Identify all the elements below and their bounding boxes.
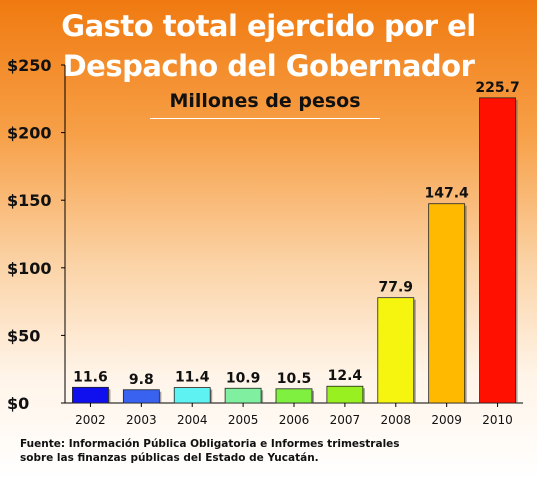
bar [173,387,211,404]
bar [275,388,313,404]
x-tick-label: 2010 [482,413,513,427]
data-label: 147.4 [425,186,470,202]
y-tick-label: $100 [7,259,52,278]
data-label: 10.5 [277,371,312,387]
footnote-line-2: sobre las finanzas públicas del Estado d… [20,452,319,464]
footnote-line-1: Fuente: Información Pública Obligatoria … [20,438,400,450]
x-tick-label: 2003 [126,413,157,427]
y-tick-label: $50 [7,326,40,345]
x-tick-label: 2007 [330,413,361,427]
chart-subtitle: Millones de pesos [150,90,380,119]
data-label: 225.7 [475,80,519,96]
bar [122,389,160,404]
chart-title-line-1: Gasto total ejercido por el [61,9,476,43]
source-footnote: Fuente: Información Pública Obligatoria … [20,437,520,465]
x-tick-label: 2004 [177,413,208,427]
x-tick-label: 2009 [431,413,462,427]
data-label: 10.9 [226,370,261,386]
bar [326,385,364,404]
data-label: 11.6 [73,369,108,385]
x-tick-label: 2006 [279,413,310,427]
x-tick-label: 2002 [75,413,106,427]
bar [428,203,466,404]
data-label: 9.8 [129,372,154,388]
bar [377,297,415,404]
bar [72,386,109,404]
y-tick-label: $250 [7,56,52,75]
y-tick-label: $200 [7,124,52,143]
bar [479,97,516,404]
chart-title-line-2: Despacho del Gobernador [62,49,475,83]
data-label: 12.4 [328,368,363,384]
x-tick-label: 2005 [228,413,259,427]
data-label: 11.4 [175,370,210,386]
y-tick-label: $150 [7,191,52,210]
x-tick-label: 2008 [381,413,412,427]
bar [224,387,262,404]
y-tick-label: $0 [7,394,29,413]
data-label: 77.9 [379,280,414,296]
